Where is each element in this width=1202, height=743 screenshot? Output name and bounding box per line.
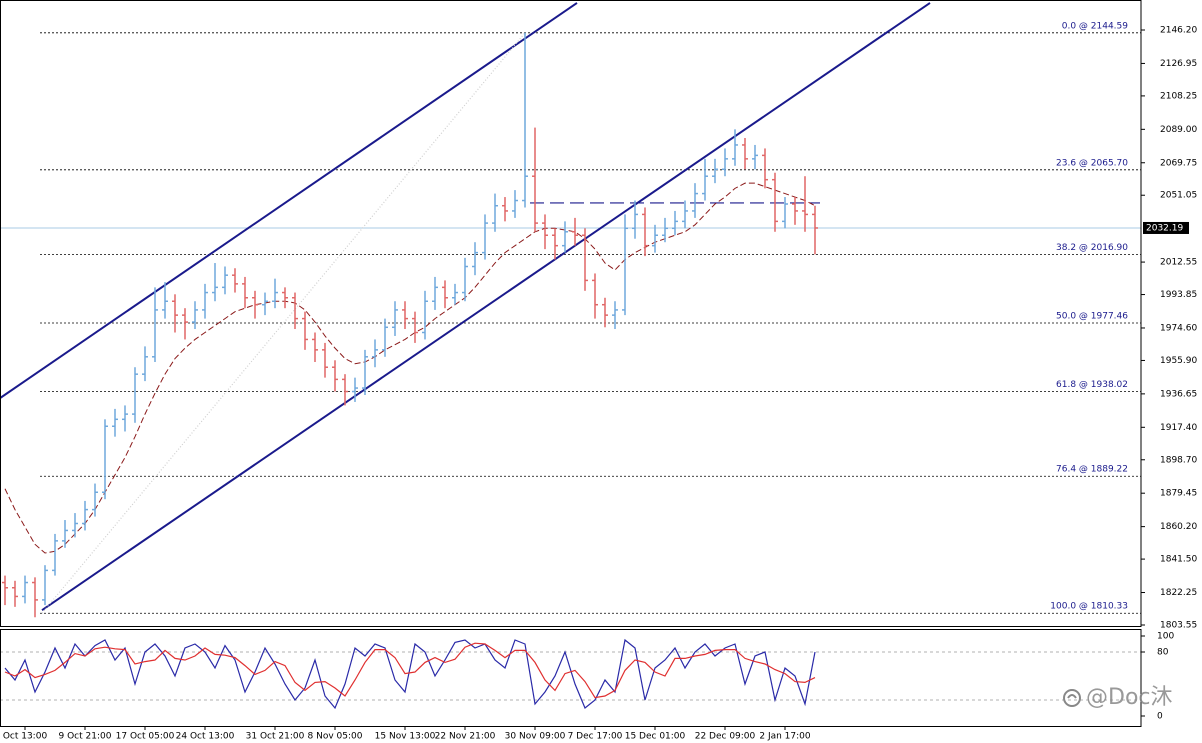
x-tick-label: 15 Nov 13:00 bbox=[375, 732, 436, 742]
fib-level-label: 76.4 @ 1889.22 bbox=[1056, 465, 1128, 475]
y-tick-label: 2012.55 bbox=[1160, 258, 1197, 268]
x-tick-label: 30 Nov 09:00 bbox=[505, 732, 566, 742]
y-tick-label: 2051.05 bbox=[1160, 191, 1197, 201]
y-tick-label: 1898.70 bbox=[1160, 455, 1197, 465]
price-frame bbox=[0, 0, 1142, 627]
y-tick-label: 1936.65 bbox=[1160, 389, 1197, 399]
oscillator-frame bbox=[0, 629, 1142, 727]
y-tick-label: 1955.90 bbox=[1160, 356, 1197, 366]
x-tick-label: 22 Dec 09:00 bbox=[695, 732, 756, 742]
y-tick-label: 1860.20 bbox=[1160, 522, 1197, 532]
fib-level-label: 100.0 @ 1810.33 bbox=[1050, 602, 1128, 612]
y-tick-label: 1974.60 bbox=[1160, 323, 1197, 333]
x-tick-label: Oct 13:00 bbox=[3, 732, 48, 742]
y-tick-label: 1841.50 bbox=[1160, 555, 1197, 565]
fib-level-label: 50.0 @ 1977.46 bbox=[1056, 312, 1128, 322]
watermark: @Doc沐 bbox=[1086, 685, 1173, 710]
x-tick-label: 17 Oct 05:00 bbox=[116, 732, 175, 742]
y-tick-label: 2126.95 bbox=[1160, 59, 1197, 69]
trendline bbox=[41, 2, 931, 611]
x-tick-label: 31 Oct 21:00 bbox=[246, 732, 305, 742]
x-tick-label: 2 Jan 17:00 bbox=[759, 732, 811, 742]
oscillator-panel bbox=[0, 638, 1141, 710]
fib-level-label: 38.2 @ 2016.90 bbox=[1056, 243, 1128, 253]
last-price-tag bbox=[1143, 221, 1189, 234]
y-tick-label: 1803.55 bbox=[1160, 620, 1197, 630]
fib-level-label: 61.8 @ 1938.02 bbox=[1056, 380, 1128, 390]
y-tick-label: 1879.45 bbox=[1160, 489, 1197, 499]
x-tick-label: 24 Oct 13:00 bbox=[176, 732, 235, 742]
x-tick-label: 9 Oct 21:00 bbox=[59, 732, 112, 742]
fib-level-label: 23.6 @ 2065.70 bbox=[1056, 158, 1128, 168]
y-tick-label: 2108.25 bbox=[1160, 91, 1197, 101]
last-price-label: 2032.19 bbox=[1146, 223, 1183, 233]
y-tick-label: 80 bbox=[1157, 648, 1169, 658]
y-tick-label: 2146.20 bbox=[1160, 26, 1197, 36]
moving-average bbox=[4, 182, 816, 554]
y-tick-label: 100 bbox=[1157, 632, 1174, 642]
x-tick-label: 22 Nov 21:00 bbox=[435, 732, 496, 742]
fib-level-label: 0.0 @ 2144.59 bbox=[1062, 21, 1129, 31]
x-tick-label: 7 Dec 17:00 bbox=[568, 732, 623, 742]
y-tick-label: 1917.40 bbox=[1160, 423, 1197, 433]
y-tick-label: 1993.85 bbox=[1160, 290, 1197, 300]
trendline bbox=[0, 2, 578, 399]
y-tick-label: 1822.25 bbox=[1160, 588, 1197, 598]
x-tick-label: 15 Dec 01:00 bbox=[625, 732, 686, 742]
oscillator-line bbox=[4, 642, 816, 699]
y-tick-label: 2089.00 bbox=[1160, 125, 1197, 135]
y-tick-label: 2069.75 bbox=[1160, 158, 1197, 168]
price-panel: 0.0 @ 2144.59 23.6 @ 2065.70 38.2 @ 2016.9… bbox=[0, 2, 1141, 618]
x-tick-label: 8 Nov 05:00 bbox=[308, 732, 363, 742]
y-tick-label: 0 bbox=[1157, 712, 1163, 722]
watermark-icon bbox=[1063, 689, 1081, 707]
